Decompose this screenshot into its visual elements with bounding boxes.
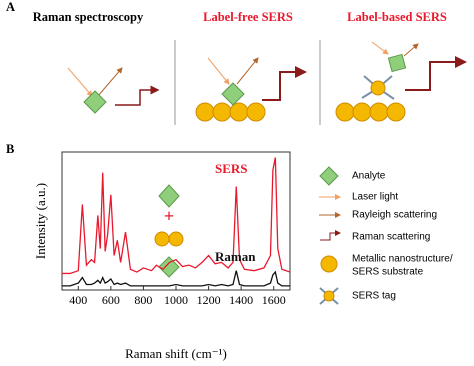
panel-title: Raman spectroscopy [33, 10, 144, 24]
panel-label: A [6, 0, 15, 14]
series-label: SERS [215, 161, 248, 176]
x-tick-label: 1200 [197, 293, 221, 307]
legend-icons [319, 166, 341, 305]
y-axis-label: Intensity (a.u.) [33, 183, 48, 259]
x-tick-label: 600 [102, 293, 120, 307]
svg-text:+: + [164, 206, 174, 226]
legend-text: Analyte [352, 171, 386, 182]
legend-text: SERS substrate [352, 267, 424, 278]
series-line [62, 157, 291, 275]
legend-text: Metallic nanostructure/ [352, 254, 453, 265]
x-tick-label: 1000 [164, 293, 188, 307]
legend-text: Rayleigh scattering [352, 210, 437, 221]
x-axis-label: Raman shift (cm⁻¹) [125, 346, 227, 361]
legend-text: SERS tag [352, 291, 396, 302]
plot-icons: + [154, 184, 184, 278]
panel-title: Label-free SERS [203, 10, 293, 24]
schematic [67, 40, 467, 125]
legend-text: Laser light [352, 192, 398, 203]
legend-text: Raman scattering [352, 232, 430, 243]
x-tick-label: 1400 [229, 293, 253, 307]
x-tick-label: 400 [69, 293, 87, 307]
x-tick-label: 800 [134, 293, 152, 307]
x-tick-label: 1600 [262, 293, 286, 307]
series-line [62, 270, 290, 287]
panel-title: Label-based SERS [347, 10, 447, 24]
series-label: Raman [215, 249, 256, 264]
panel-label: B [6, 142, 14, 156]
